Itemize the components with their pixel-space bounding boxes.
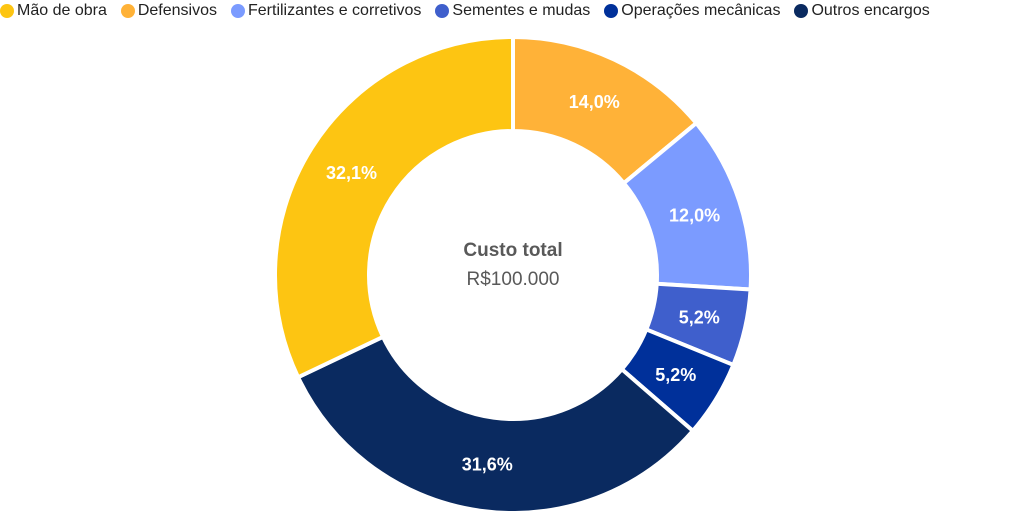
legend-item-defensivos[interactable]: Defensivos: [120, 2, 217, 20]
legend-label: Fertilizantes e corretivos: [248, 2, 422, 19]
center-title: Custo total: [463, 240, 563, 261]
slice-data-label: 5,2%: [679, 308, 720, 328]
legend-item-fertilizantes[interactable]: Fertilizantes e corretivos: [231, 2, 421, 20]
legend-label: Defensivos: [137, 2, 217, 19]
slice-data-label: 32,1%: [326, 163, 377, 183]
legend-item-mao-de-obra[interactable]: Mão de obra: [0, 2, 107, 20]
slice-data-label: 5,2%: [655, 365, 696, 385]
center-value: R$100.000: [466, 269, 560, 290]
slice-mao-de-obra[interactable]: [273, 34, 515, 380]
slice-data-label: 12,0%: [669, 206, 720, 226]
legend-item-sementes[interactable]: Sementes e mudas: [435, 2, 590, 20]
slice-outros[interactable]: [295, 334, 696, 511]
legend-swatch-icon: [435, 4, 450, 18]
legend-item-operacoes[interactable]: Operações mecânicas: [604, 2, 780, 20]
chart-legend: Mão de obra Defensivos Fertilizantes e c…: [0, 0, 1024, 22]
slice-data-label: 31,6%: [462, 454, 513, 474]
legend-swatch-icon: [120, 4, 135, 18]
legend-label: Sementes e mudas: [452, 2, 591, 19]
legend-label: Operações mecânicas: [621, 2, 781, 19]
legend-item-outros[interactable]: Outros encargos: [794, 2, 930, 20]
slice-data-label: 14,0%: [569, 92, 620, 112]
legend-swatch-icon: [0, 4, 14, 18]
legend-swatch-icon: [604, 4, 619, 18]
legend-swatch-icon: [231, 4, 245, 18]
legend-label: Outros encargos: [811, 2, 930, 19]
legend-swatch-icon: [794, 4, 809, 18]
legend-label: Mão de obra: [17, 2, 107, 19]
